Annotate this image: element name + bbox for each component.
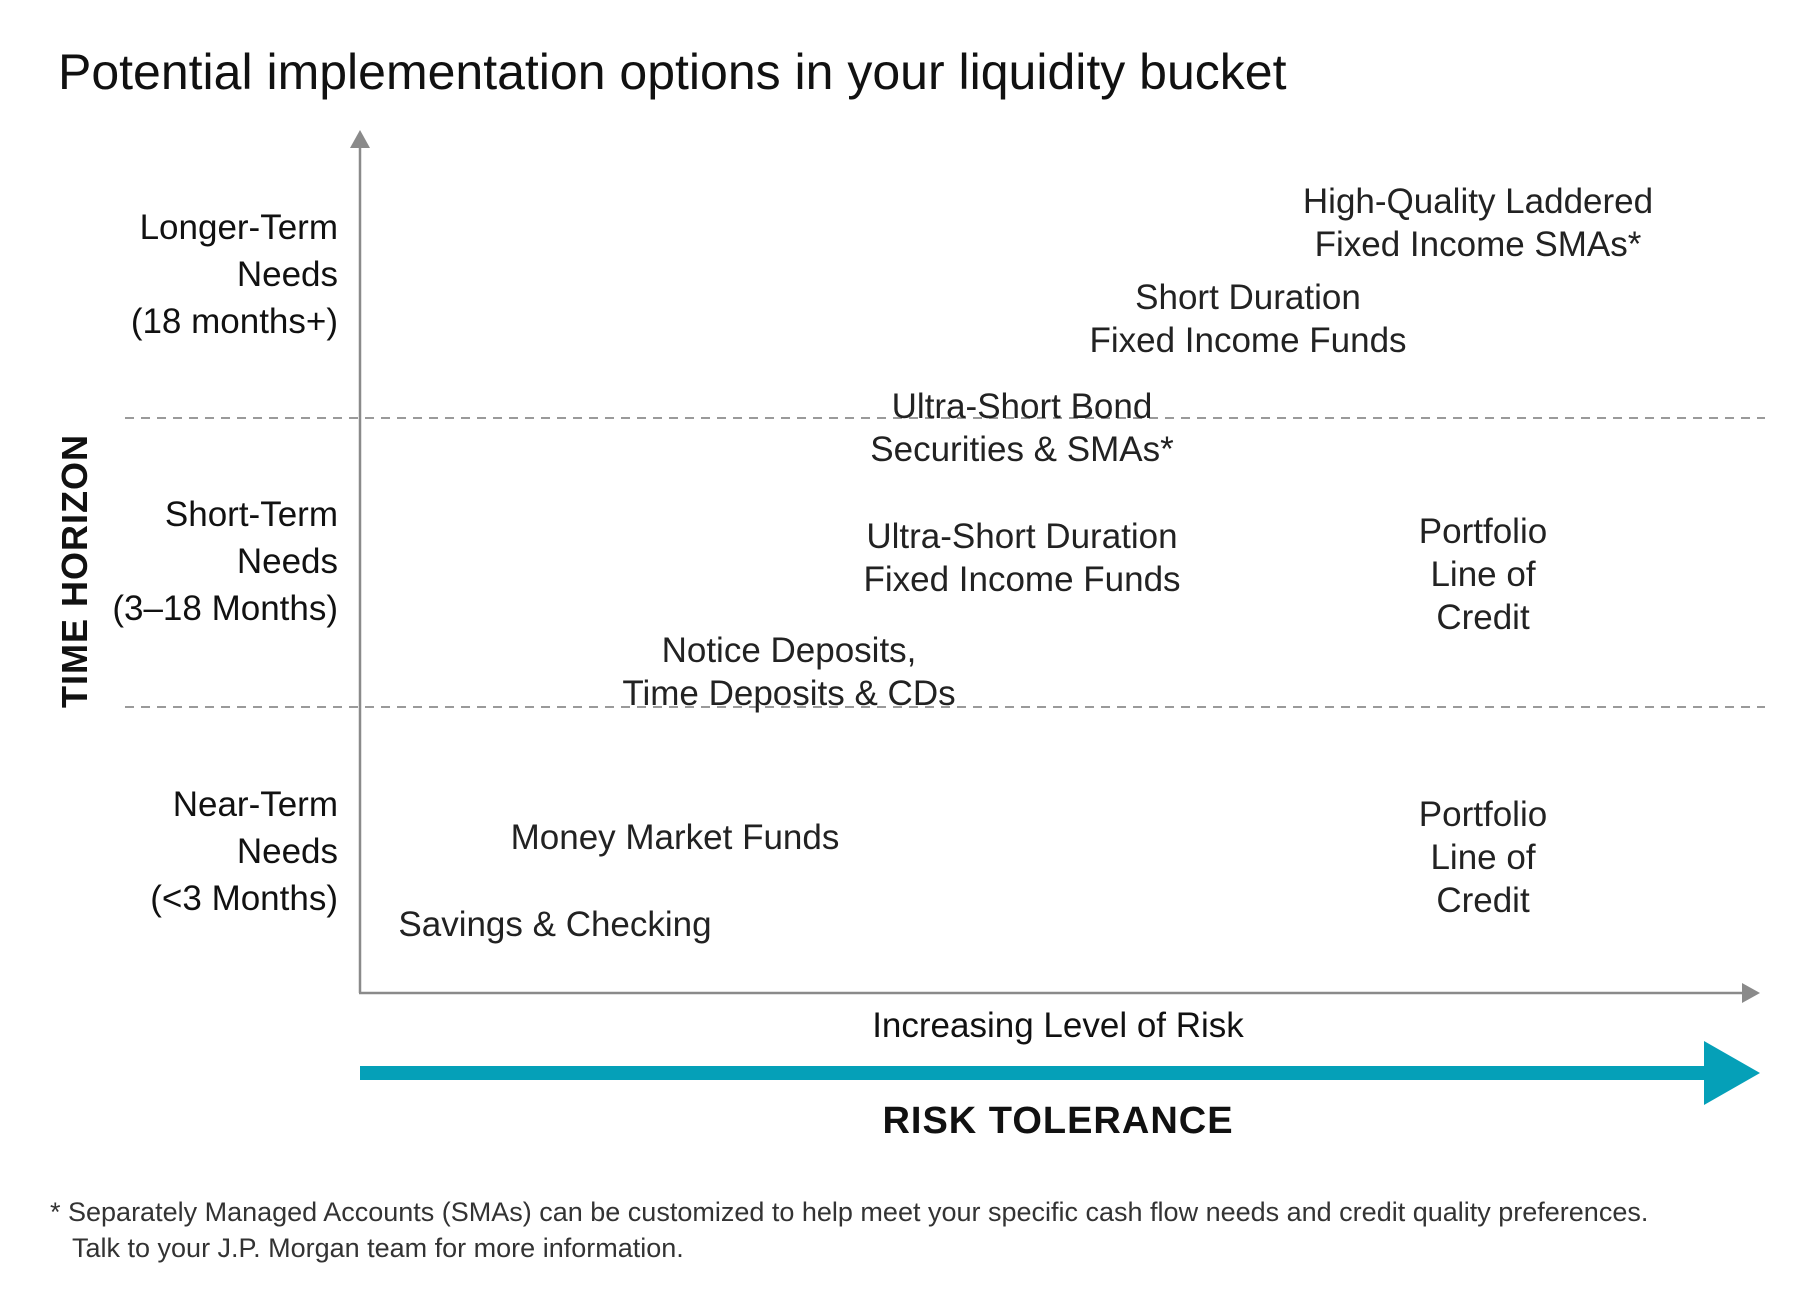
footnote-line-1: * Separately Managed Accounts (SMAs) can… [50, 1197, 1649, 1227]
option-line: Short Duration [1135, 278, 1361, 317]
option-line: Portfolio [1418, 512, 1548, 551]
option-line: Line of [1430, 838, 1536, 877]
option-line: Portfolio [1418, 795, 1548, 834]
row-label-line: Short-Term [164, 495, 338, 534]
footnote-line-2: Talk to your J.P. Morgan team for more i… [72, 1233, 684, 1263]
row-label-line: (<3 Months) [150, 879, 338, 918]
option-line: Credit [1436, 881, 1530, 920]
option-portfolio-line-of-credit-short-term: Portfolio Line of Credit [1419, 510, 1547, 639]
row-label-short-term: Short-Term Needs (3–18 Months) [112, 491, 338, 632]
option-line: Time Deposits & CDs [622, 674, 956, 713]
x-axis-arrowhead [1742, 983, 1760, 1003]
option-high-quality-laddered-fixed-income-smas: High-Quality Laddered Fixed Income SMAs* [1303, 180, 1653, 266]
option-line: Fixed Income Funds [1089, 321, 1407, 360]
option-line: Ultra-Short Duration [866, 517, 1178, 556]
option-line: Ultra-Short Bond [891, 387, 1153, 426]
option-line: Fixed Income Funds [863, 560, 1181, 599]
option-line: Line of [1430, 555, 1536, 594]
x-axis-label: Increasing Level of Risk [872, 1006, 1244, 1045]
risk-arrow-head [1704, 1041, 1760, 1105]
y-axis-arrowhead [350, 130, 370, 148]
row-label-line: Needs [236, 255, 338, 294]
row-label-line: Needs [236, 832, 338, 871]
option-line: Money Market Funds [510, 818, 840, 857]
option-short-duration-fixed-income-funds: Short Duration Fixed Income Funds [1089, 276, 1406, 362]
option-line: Notice Deposits, [661, 631, 917, 670]
option-line: Credit [1436, 598, 1530, 637]
option-ultra-short-duration-fixed-income-funds: Ultra-Short Duration Fixed Income Funds [863, 515, 1180, 601]
option-portfolio-line-of-credit-near-term: Portfolio Line of Credit [1419, 793, 1547, 922]
option-notice-time-deposits-cds: Notice Deposits, Time Deposits & CDs [622, 629, 955, 715]
row-label-line: (18 months+) [130, 302, 338, 341]
option-line: Fixed Income SMAs* [1314, 225, 1642, 264]
y-axis-title: TIME HORIZON [54, 434, 95, 708]
option-line: Securities & SMAs* [870, 430, 1174, 469]
row-label-line: Near-Term [172, 785, 338, 824]
row-label-line: Needs [236, 542, 338, 581]
option-savings-checking: Savings & Checking [398, 903, 711, 946]
option-money-market-funds: Money Market Funds [511, 816, 840, 859]
row-label-longer-term: Longer-Term Needs (18 months+) [131, 204, 338, 345]
option-line: High-Quality Laddered [1302, 182, 1654, 221]
row-label-line: (3–18 Months) [112, 589, 338, 628]
footnote: * Separately Managed Accounts (SMAs) can… [50, 1194, 1648, 1266]
option-line: Savings & Checking [398, 905, 712, 944]
option-ultra-short-bond-securities-smas: Ultra-Short Bond Securities & SMAs* [870, 385, 1173, 471]
row-label-near-term: Near-Term Needs (<3 Months) [150, 781, 338, 922]
risk-arrow-shaft [360, 1066, 1710, 1080]
row-label-line: Longer-Term [139, 208, 338, 247]
x-axis-title: RISK TOLERANCE [882, 1100, 1234, 1142]
page-title: Potential implementation options in your… [58, 44, 1287, 100]
